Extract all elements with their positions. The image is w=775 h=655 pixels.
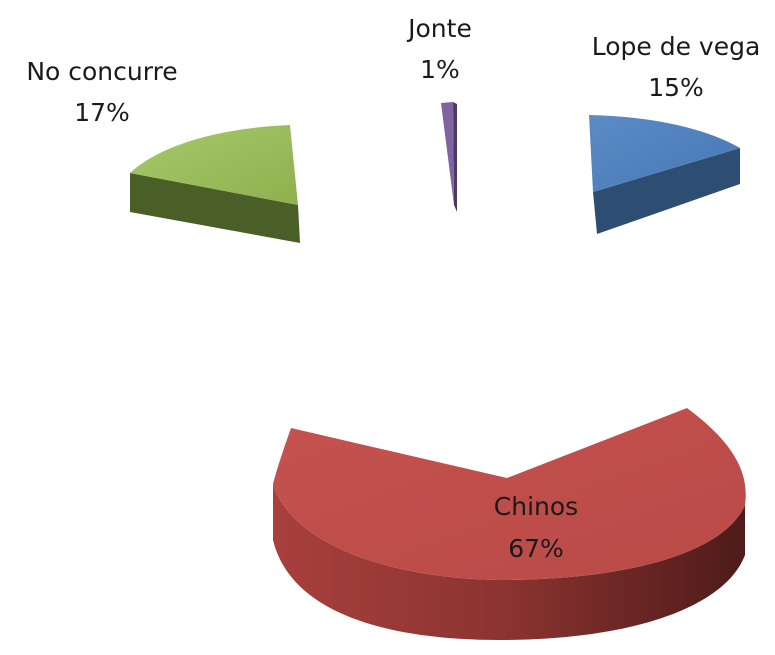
label-jonte-name: Jonte <box>406 14 472 43</box>
label-lope-de-vega-value: 15% <box>648 73 704 102</box>
label-no-concurre-name: No concurre <box>26 57 177 86</box>
slice-jonte-top <box>441 102 454 205</box>
label-jonte-value: 1% <box>420 55 460 84</box>
label-chinos-name: Chinos <box>494 492 578 521</box>
slice-jonte <box>441 102 457 212</box>
slice-jonte-side <box>453 102 457 212</box>
label-chinos-value: 67% <box>508 534 564 563</box>
slice-chinos-side <box>273 484 745 640</box>
slice-no-concurre <box>130 125 300 243</box>
slice-lope-de-vega-top <box>589 115 740 192</box>
slice-lope-de-vega <box>589 115 740 234</box>
slice-no-concurre-side <box>130 173 300 243</box>
slice-lope-de-vega-side <box>593 148 740 234</box>
label-no-concurre-value: 17% <box>74 98 130 127</box>
slice-chinos <box>273 408 746 640</box>
slice-no-concurre-top <box>130 125 298 205</box>
slice-chinos-top <box>273 408 746 580</box>
label-lope-de-vega-name: Lope de vega <box>592 32 761 61</box>
